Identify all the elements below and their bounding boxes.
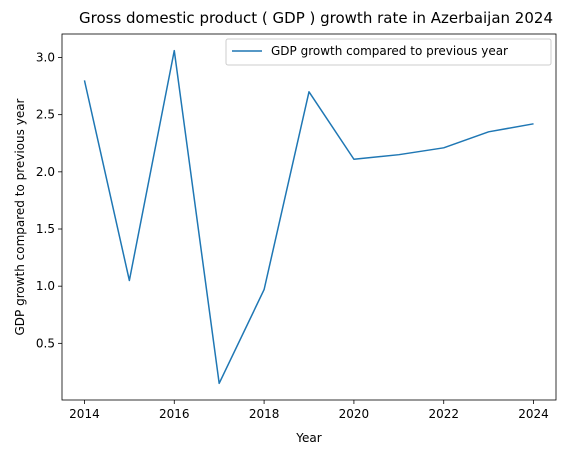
legend-entry-label: GDP growth compared to previous year <box>271 44 508 58</box>
series-line <box>83 49 534 385</box>
x-tick-label: 2014 <box>69 407 100 421</box>
y-tick-label: 3.0 <box>36 50 55 64</box>
chart-title: Gross domestic product ( GDP ) growth ra… <box>79 9 553 27</box>
y-tick-label: 1.5 <box>36 222 55 236</box>
x-axis-label: Year <box>295 431 321 445</box>
x-axis-ticks: 2014 2016 2018 2020 2022 2024 <box>69 400 549 421</box>
y-tick-label: 0.5 <box>36 336 55 350</box>
y-tick-label: 2.0 <box>36 165 55 179</box>
y-tick-label: 2.5 <box>36 108 55 122</box>
legend: GDP growth compared to previous year <box>225 38 552 66</box>
y-axis-ticks: 0.5 1.0 1.5 2.0 2.5 3.0 <box>36 50 62 350</box>
x-tick-label: 2022 <box>428 407 459 421</box>
x-tick-label: 2020 <box>339 407 370 421</box>
legend-box <box>225 38 552 66</box>
x-tick-label: 2024 <box>518 407 549 421</box>
plot-area-frame <box>61 33 557 401</box>
series-layer <box>83 49 534 385</box>
x-tick-label: 2018 <box>249 407 280 421</box>
x-tick-label: 2016 <box>159 407 190 421</box>
y-tick-label: 1.0 <box>36 279 55 293</box>
y-axis-label: GDP growth compared to previous year <box>13 98 27 335</box>
